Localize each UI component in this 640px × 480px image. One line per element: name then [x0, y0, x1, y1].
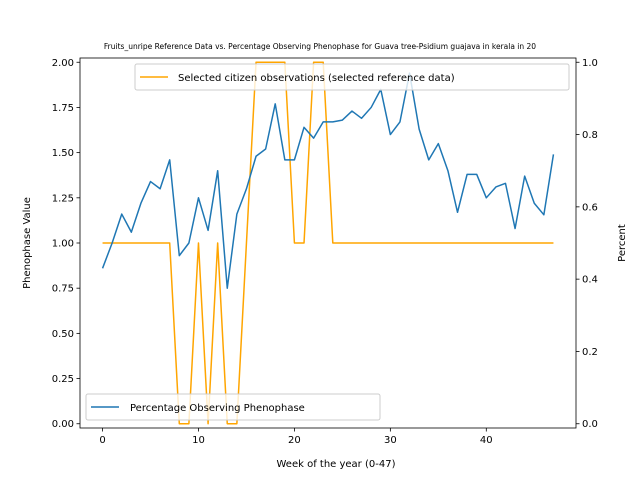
y-tick-label-left: 0.75 [52, 284, 74, 295]
chart-title: Fruits_unripe Reference Data vs. Percent… [104, 42, 536, 51]
y-axis-title-right: Percent [617, 224, 628, 262]
legend-percentage: Percentage Observing Phenophase [85, 393, 381, 421]
y-tick-label-right: 0.8 [582, 130, 598, 141]
y-tick-label-left: 2.00 [52, 58, 74, 69]
y-tick-label-left: 0.00 [52, 419, 74, 430]
y-tick-label-left: 0.25 [52, 374, 74, 385]
y-axis-title-left: Phenophase Value [22, 197, 33, 289]
y-tick-label-right: 0.0 [582, 419, 598, 430]
legend-reference-data: Selected citizen observations (selected … [134, 63, 570, 91]
x-tick-label: 0 [99, 435, 105, 446]
x-tick-label: 30 [384, 435, 397, 446]
y-tick-label-left: 1.50 [52, 148, 74, 159]
legend-label-percentage: Percentage Observing Phenophase [130, 403, 305, 414]
y-tick-label-left: 1.00 [52, 239, 74, 250]
y-tick-label-left: 1.75 [52, 103, 74, 114]
series-line [101, 72, 555, 289]
series-percentage-observing [101, 72, 555, 289]
legend-box [134, 63, 570, 91]
y-tick-label-right: 0.4 [582, 275, 598, 286]
x-tick-label: 10 [192, 435, 205, 446]
x-axis-title: Week of the year (0-47) [277, 459, 396, 470]
x-tick-label: 40 [480, 435, 493, 446]
legend-box [85, 393, 381, 421]
axes: 0 10 20 30 40 0.00 0.25 0.50 0.75 1.00 1.25 1.50 1.7… [52, 57, 598, 446]
y-tick-label-right: 0.6 [582, 202, 598, 213]
legend-label-reference: Selected citizen observations (selected … [178, 73, 455, 84]
y-tick-label-left: 1.25 [52, 193, 74, 204]
y-tick-label-right: 0.2 [582, 347, 598, 358]
y-tick-label-left: 0.50 [52, 329, 74, 340]
x-tick-label: 20 [288, 435, 301, 446]
y-tick-label-right: 1.0 [582, 58, 598, 69]
